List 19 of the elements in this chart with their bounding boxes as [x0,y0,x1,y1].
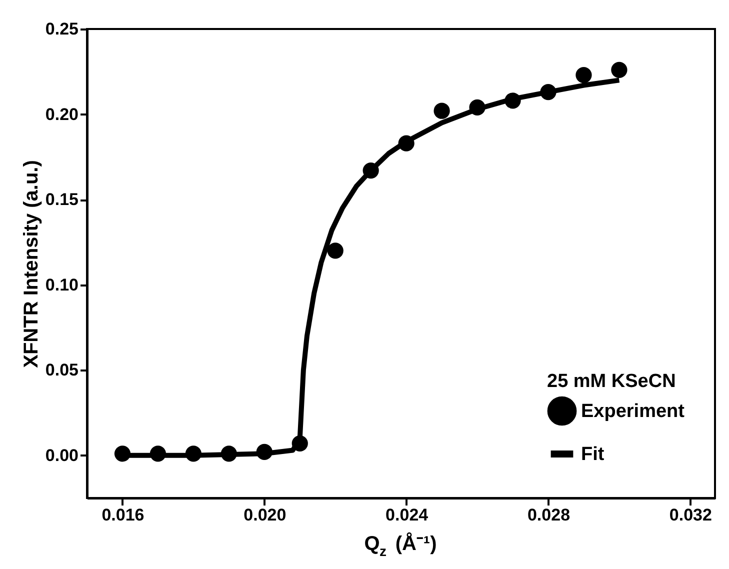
y-axis-title: XFNTR Intensity (a.u.) [20,160,42,368]
x-tick-label: 0.028 [527,506,570,524]
y-tick-label: 0.00 [45,446,78,465]
y-tick-label: 0.15 [45,190,78,210]
legend-label: Fit [581,444,605,465]
point [327,242,344,259]
x-tick-label: 0.020 [244,506,286,524]
x-tick-label: 0.024 [386,506,429,524]
y-tick-label: 0.10 [45,275,78,294]
point [611,62,628,78]
legend-title: 25 mM KSeCN [547,371,676,392]
x-tick-label: 0.032 [669,506,712,524]
y-tick-label: 0.25 [45,20,78,38]
legend-label: Experiment [581,401,686,422]
x-tick-label: 0.016 [102,506,144,524]
point [576,67,592,84]
point [434,102,450,119]
y-tick-label: 0.20 [45,104,78,124]
y-tick-label: 0.05 [45,360,78,380]
